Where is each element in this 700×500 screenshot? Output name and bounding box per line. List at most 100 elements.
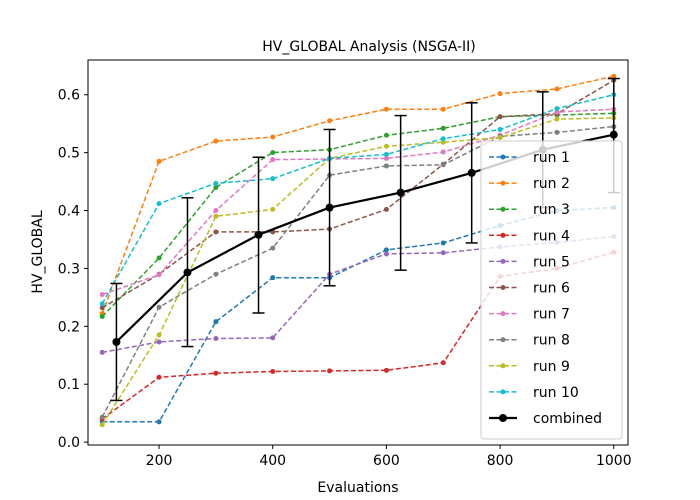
legend-box (480, 140, 623, 440)
y-tick-label: 0.0 (58, 435, 80, 451)
x-tick-label: 600 (373, 453, 400, 469)
series-10 (99, 92, 617, 307)
series-line (101, 251, 615, 420)
data-point (213, 208, 219, 214)
data-point (554, 109, 560, 115)
x-axis-label: Evaluations (317, 480, 398, 496)
y-tick-label: 0.5 (58, 146, 80, 162)
data-point (99, 291, 105, 297)
data-point (156, 332, 162, 338)
data-point (270, 176, 276, 182)
data-point (611, 73, 617, 79)
data-point (156, 272, 162, 278)
legend-item: run 8 (489, 333, 570, 349)
series-line (101, 117, 614, 426)
combined-point (325, 203, 334, 212)
legend: run 1 run 2 run 3 run 4 run 5 run 6 run 7 run 8… (480, 140, 623, 440)
series-line (101, 112, 614, 318)
legend-swatch-marker (500, 206, 506, 212)
x-tick-label: 200 (146, 453, 173, 469)
legend-item: run 4 (489, 228, 570, 244)
data-point (270, 335, 276, 341)
data-point (554, 116, 560, 122)
data-point (327, 368, 333, 374)
combined-point (396, 188, 405, 197)
legend-label: run 7 (533, 307, 570, 323)
data-point (270, 134, 276, 140)
data-point (383, 106, 389, 112)
legend-label: run 10 (533, 385, 579, 401)
data-point (497, 126, 503, 132)
data-point (156, 304, 162, 310)
legend-item: run 6 (489, 281, 570, 297)
legend-swatch-marker (500, 363, 506, 369)
data-point (99, 305, 105, 311)
y-tick-label: 0.2 (58, 319, 80, 335)
combined-point (254, 230, 263, 239)
legend-item: run 1 (489, 150, 570, 166)
series-line (101, 75, 614, 314)
data-point (213, 213, 219, 219)
data-point (156, 255, 162, 261)
x-tick-label: 1000 (596, 453, 632, 469)
legend-swatch-marker (500, 285, 506, 290)
data-point (383, 132, 389, 138)
series-line (101, 125, 614, 418)
data-point (440, 136, 446, 142)
series-line (101, 108, 614, 296)
data-point (156, 201, 162, 207)
legend-swatch-marker (500, 258, 506, 264)
x-tick-label: 800 (487, 453, 514, 469)
data-point (99, 414, 105, 420)
legend-item: run 5 (489, 254, 570, 270)
combined-point (467, 168, 476, 177)
legend-label: run 8 (533, 333, 570, 349)
data-point (440, 250, 446, 256)
legend-item: run 9 (489, 359, 570, 375)
data-point (99, 422, 105, 428)
data-point (554, 129, 560, 135)
data-point (99, 301, 105, 307)
data-point (383, 151, 389, 157)
legend-swatch-marker (500, 180, 506, 186)
data-point (213, 184, 219, 190)
legend-swatch-marker (500, 154, 506, 160)
legend-item: run 3 (489, 202, 570, 218)
data-point (270, 245, 276, 251)
data-point (213, 271, 219, 277)
legend-label: run 6 (533, 281, 570, 297)
data-point (383, 206, 389, 212)
data-point (440, 139, 446, 145)
legend-label: run 2 (533, 176, 570, 192)
y-axis-label: HV_GLOBAL (30, 210, 46, 293)
combined-point (183, 268, 192, 277)
data-point (327, 118, 333, 124)
legend-label: combined (533, 411, 602, 427)
data-point (497, 114, 503, 120)
data-point (156, 419, 162, 425)
y-tick-label: 0.1 (58, 377, 80, 393)
data-point (156, 339, 162, 345)
data-point (440, 125, 446, 131)
legend-label: run 3 (533, 202, 570, 218)
data-point (213, 138, 219, 144)
legend-label: run 5 (533, 254, 570, 270)
y-tick-label: 0.3 (58, 261, 80, 277)
legend-swatch-marker (500, 311, 506, 317)
legend-label: run 9 (533, 359, 570, 375)
data-point (156, 158, 162, 164)
data-point (383, 251, 389, 257)
data-point (440, 106, 446, 112)
legend-item: run 7 (489, 307, 570, 323)
data-point (440, 149, 446, 155)
data-point (99, 313, 105, 319)
data-point (440, 240, 446, 246)
data-point (383, 367, 389, 373)
data-point (213, 335, 219, 341)
combined-point (112, 337, 121, 346)
data-point (213, 180, 219, 186)
x-tick-label: 400 (259, 453, 286, 469)
data-point (383, 247, 389, 253)
legend-label: run 1 (533, 150, 570, 166)
